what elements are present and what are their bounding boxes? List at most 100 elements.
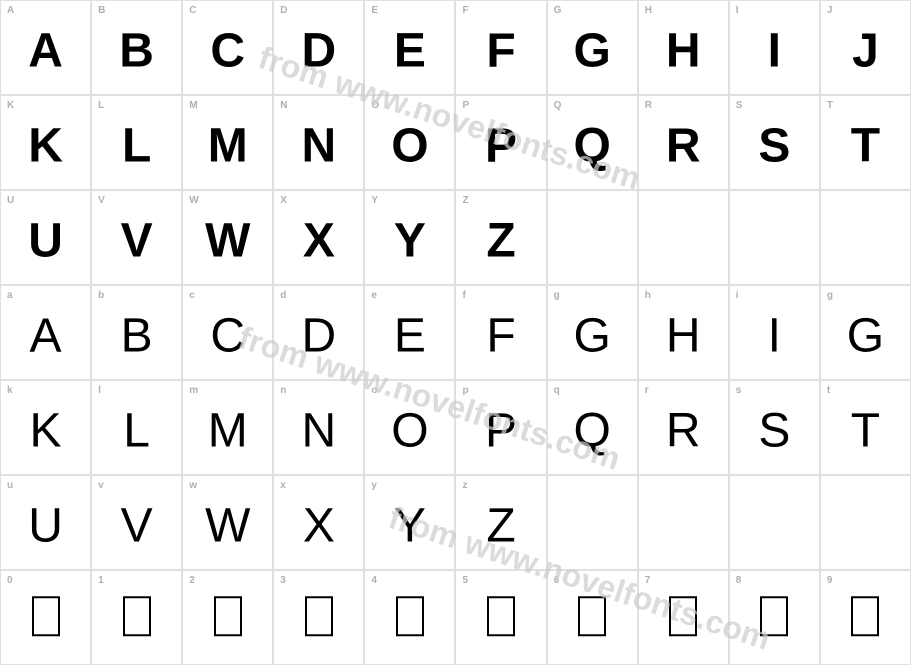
- cell-label: P: [462, 100, 469, 111]
- cell-glyph: [396, 593, 424, 648]
- glyph-cell: [729, 475, 820, 570]
- glyph-cell: uU: [0, 475, 91, 570]
- glyph-cell: 1: [91, 570, 182, 665]
- cell-glyph: [669, 593, 697, 648]
- glyph-cell: gG: [547, 285, 638, 380]
- cell-label: v: [98, 480, 104, 491]
- cell-label: c: [189, 290, 195, 301]
- cell-glyph: P: [485, 403, 517, 458]
- cell-label: 3: [280, 575, 286, 586]
- cell-glyph: L: [123, 403, 150, 458]
- glyph-cell: sS: [729, 380, 820, 475]
- cell-glyph: I: [768, 308, 781, 363]
- glyph-cell: HH: [638, 0, 729, 95]
- cell-label: g: [827, 290, 833, 301]
- missing-glyph-box: [32, 596, 60, 636]
- cell-glyph: L: [122, 118, 151, 173]
- glyph-cell: zZ: [455, 475, 546, 570]
- cell-label: b: [98, 290, 104, 301]
- cell-label: R: [645, 100, 652, 111]
- cell-label: H: [645, 5, 652, 16]
- glyph-cell: 3: [273, 570, 364, 665]
- missing-glyph-box: [396, 596, 424, 636]
- cell-glyph: H: [666, 23, 701, 78]
- cell-glyph: T: [851, 403, 880, 458]
- cell-glyph: G: [573, 308, 610, 363]
- cell-glyph: V: [121, 498, 153, 553]
- cell-label: l: [98, 385, 101, 396]
- glyph-cell: gG: [820, 285, 911, 380]
- cell-label: o: [371, 385, 377, 396]
- glyph-cell: TT: [820, 95, 911, 190]
- missing-glyph-box: [214, 596, 242, 636]
- cell-label: 5: [462, 575, 468, 586]
- cell-glyph: D: [302, 308, 337, 363]
- glyph-cell: RR: [638, 95, 729, 190]
- cell-glyph: D: [302, 23, 337, 78]
- cell-glyph: B: [121, 308, 153, 363]
- glyph-cell: UU: [0, 190, 91, 285]
- cell-glyph: E: [394, 23, 426, 78]
- cell-glyph: [578, 593, 606, 648]
- cell-glyph: O: [391, 118, 428, 173]
- glyph-cell: fF: [455, 285, 546, 380]
- glyph-cell: 6: [547, 570, 638, 665]
- cell-glyph: N: [302, 118, 337, 173]
- glyph-cell: lL: [91, 380, 182, 475]
- glyph-cell: ZZ: [455, 190, 546, 285]
- glyph-cell: kK: [0, 380, 91, 475]
- cell-glyph: W: [205, 498, 250, 553]
- missing-glyph-box: [123, 596, 151, 636]
- glyph-cell: [729, 190, 820, 285]
- cell-label: 0: [7, 575, 13, 586]
- cell-glyph: G: [847, 308, 884, 363]
- glyph-cell: 2: [182, 570, 273, 665]
- glyph-cell: 5: [455, 570, 546, 665]
- cell-label: K: [7, 100, 14, 111]
- cell-glyph: C: [210, 308, 245, 363]
- cell-glyph: U: [28, 498, 63, 553]
- glyph-cell: WW: [182, 190, 273, 285]
- glyph-cell: tT: [820, 380, 911, 475]
- glyph-cell: AA: [0, 0, 91, 95]
- cell-glyph: B: [119, 23, 154, 78]
- glyph-cell: eE: [364, 285, 455, 380]
- glyph-cell: QQ: [547, 95, 638, 190]
- cell-label: T: [827, 100, 833, 111]
- glyph-cell: wW: [182, 475, 273, 570]
- cell-glyph: F: [486, 23, 515, 78]
- cell-label: M: [189, 100, 197, 111]
- cell-label: S: [736, 100, 743, 111]
- cell-glyph: Y: [394, 498, 426, 553]
- glyph-cell: rR: [638, 380, 729, 475]
- glyph-cell: [547, 475, 638, 570]
- cell-glyph: A: [30, 308, 62, 363]
- cell-label: i: [736, 290, 739, 301]
- glyph-cell: 0: [0, 570, 91, 665]
- cell-label: 4: [371, 575, 377, 586]
- cell-label: r: [645, 385, 649, 396]
- glyph-cell: II: [729, 0, 820, 95]
- glyph-cell: aA: [0, 285, 91, 380]
- cell-label: q: [554, 385, 560, 396]
- cell-label: B: [98, 5, 105, 16]
- glyph-cell: [820, 475, 911, 570]
- cell-label: e: [371, 290, 377, 301]
- cell-label: g: [554, 290, 560, 301]
- cell-glyph: M: [208, 118, 248, 173]
- missing-glyph-box: [760, 596, 788, 636]
- cell-label: 1: [98, 575, 104, 586]
- cell-label: 2: [189, 575, 195, 586]
- cell-label: I: [736, 5, 739, 16]
- cell-glyph: X: [303, 498, 335, 553]
- cell-label: O: [371, 100, 379, 111]
- glyph-cell: 9: [820, 570, 911, 665]
- glyph-cell: 7: [638, 570, 729, 665]
- cell-glyph: F: [486, 308, 515, 363]
- cell-label: W: [189, 195, 198, 206]
- cell-glyph: K: [30, 403, 62, 458]
- glyph-cell: MM: [182, 95, 273, 190]
- cell-glyph: N: [302, 403, 337, 458]
- cell-glyph: I: [768, 23, 781, 78]
- glyph-cell: VV: [91, 190, 182, 285]
